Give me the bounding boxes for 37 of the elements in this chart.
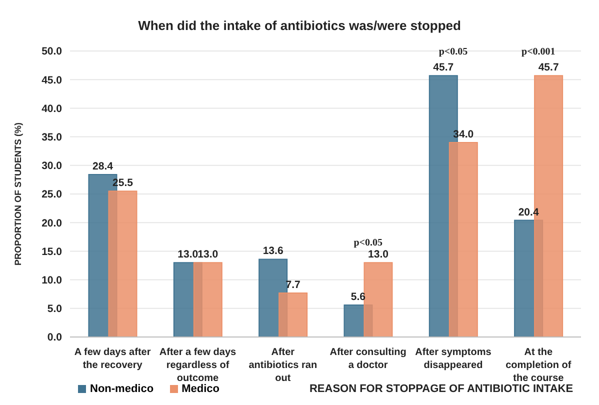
y-tick-label: 15.0 xyxy=(42,246,62,258)
y-tick-label: 5.0 xyxy=(47,303,62,316)
bar xyxy=(364,262,393,337)
annotation: p<0.05 xyxy=(438,46,468,58)
x-tick-label: A few days after the recovery xyxy=(74,347,151,371)
y-tick-label: 20.0 xyxy=(42,217,62,230)
bar xyxy=(193,262,222,337)
annotation: p<0.001 xyxy=(522,46,556,58)
y-tick-label: 40.0 xyxy=(42,102,62,115)
y-tick-label: 45.0 xyxy=(42,74,62,86)
y-axis-title: PROPORTION OF STUDENTS (%) xyxy=(13,122,24,266)
y-tick-label: 35.0 xyxy=(42,132,62,144)
y-tick-label: 30.0 xyxy=(42,160,62,172)
x-axis-title: REASON FOR STOPPAGE OF ANTIBIOTIC INTAKE xyxy=(309,383,574,395)
y-tick-label: 10.0 xyxy=(42,274,62,287)
annotation: p<0.05 xyxy=(354,238,382,249)
y-tick-label: 50.0 xyxy=(42,46,62,58)
data-label: 45.7 xyxy=(433,62,454,74)
x-tick-label: After a few days regardless of outcome xyxy=(159,347,237,384)
data-label: 13.0 xyxy=(198,248,218,261)
data-label: 13.0 xyxy=(178,248,198,261)
y-tick-label: 25.0 xyxy=(42,188,62,201)
y-tick-label: 0.0 xyxy=(47,332,62,344)
bar xyxy=(448,142,478,337)
data-label: 13.6 xyxy=(262,245,284,258)
chart-title: When did the intake of antibiotics was/were stopped xyxy=(137,17,462,33)
legend-label: Non-medico xyxy=(89,383,154,395)
legend-label: Medico xyxy=(180,383,220,395)
bar xyxy=(108,190,138,337)
x-tick-label: After symptoms disappeared xyxy=(415,347,492,371)
x-tick-label: After antibiotics ran out xyxy=(248,347,318,384)
data-label: 28.4 xyxy=(92,160,114,173)
bar xyxy=(278,292,308,337)
x-tick-label: After consulting a doctor xyxy=(330,347,406,371)
data-label: 45.7 xyxy=(538,62,559,74)
data-label: 13.0 xyxy=(368,248,389,261)
x-tick-label: At the completion of the course xyxy=(506,347,572,384)
